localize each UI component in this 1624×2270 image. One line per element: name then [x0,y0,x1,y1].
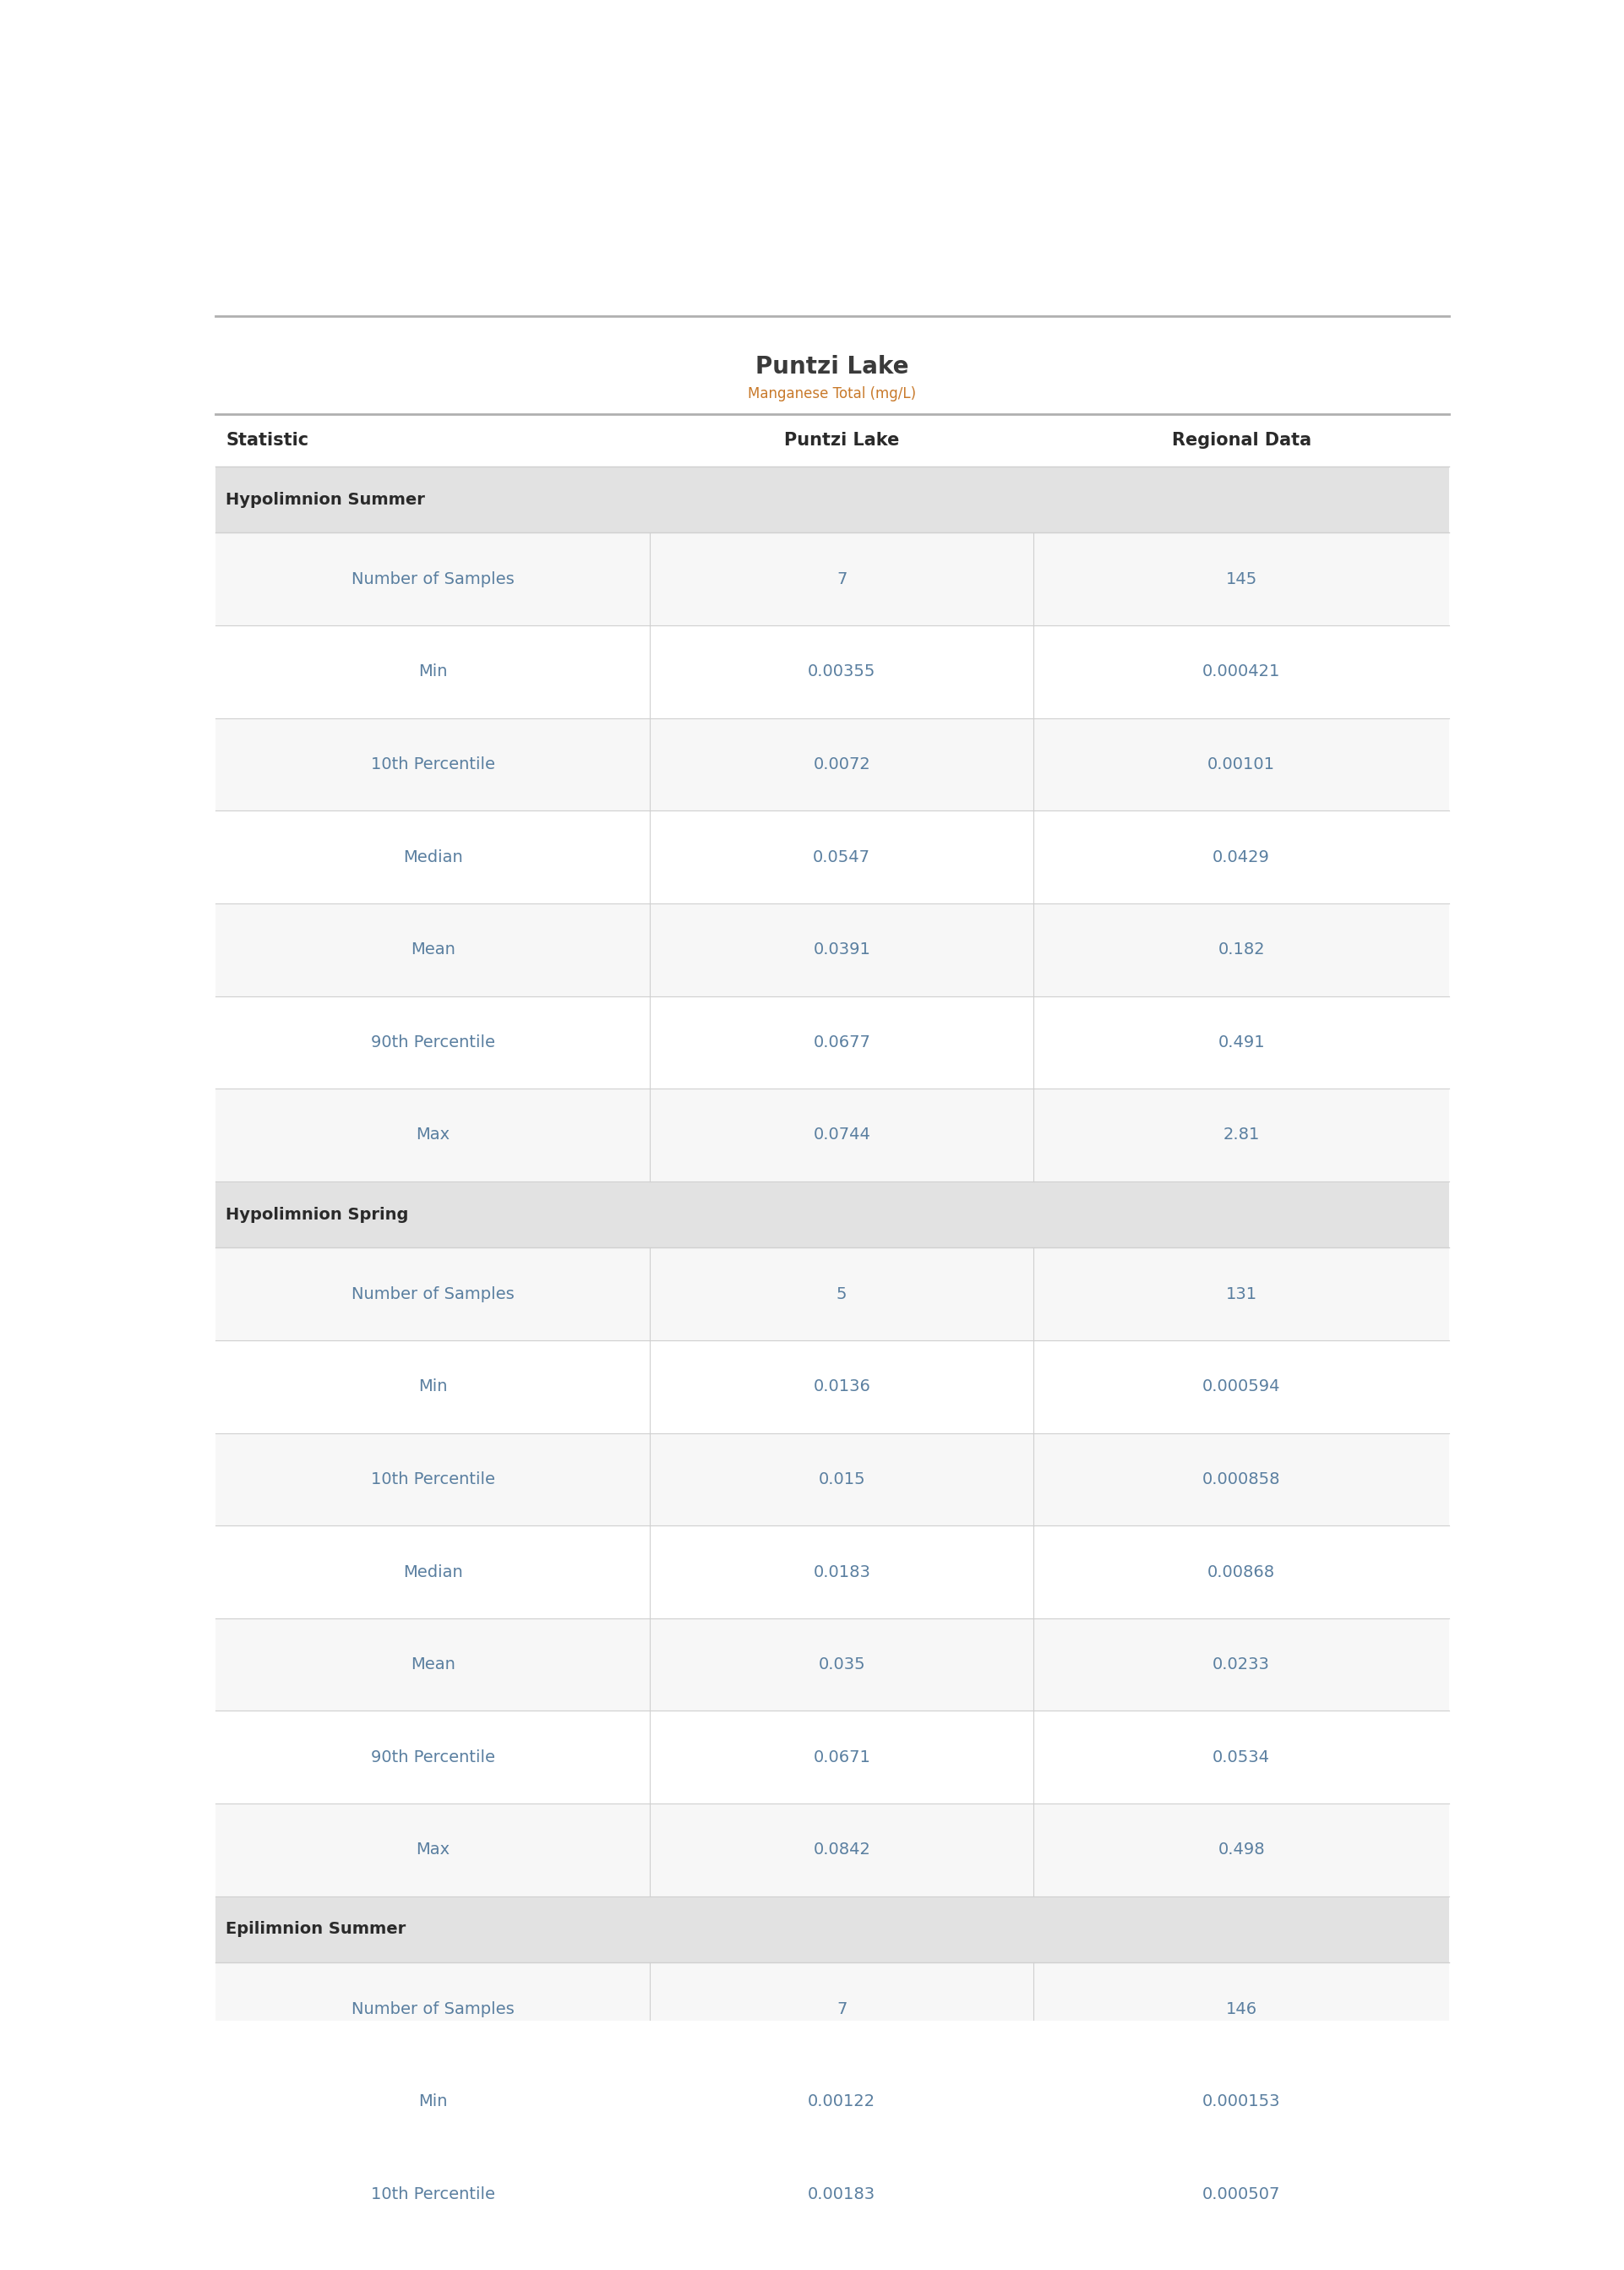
FancyBboxPatch shape [216,2240,1449,2270]
FancyBboxPatch shape [216,2054,1449,2147]
Text: Puntzi Lake: Puntzi Lake [755,354,909,379]
Text: 0.00122: 0.00122 [807,2093,875,2109]
FancyBboxPatch shape [216,1619,1449,1712]
Text: 0.0534: 0.0534 [1213,1750,1270,1766]
Text: 0.0136: 0.0136 [814,1378,870,1394]
Text: Min: Min [417,1378,447,1394]
Text: 5: 5 [836,1287,848,1303]
Text: Manganese Total (mg/L): Manganese Total (mg/L) [749,386,916,402]
FancyBboxPatch shape [216,1249,1449,1339]
Text: 0.000153: 0.000153 [1202,2093,1280,2109]
FancyBboxPatch shape [216,1712,1449,1805]
Text: Mean: Mean [411,942,455,958]
Text: Median: Median [403,1564,463,1580]
Text: 2.81: 2.81 [1223,1126,1260,1144]
Text: 0.035: 0.035 [818,1657,866,1673]
Text: 146: 146 [1226,2000,1257,2018]
Text: 0.00101: 0.00101 [1208,756,1275,772]
Text: Number of Samples: Number of Samples [351,572,515,588]
Text: Max: Max [416,1126,450,1144]
FancyBboxPatch shape [216,1090,1449,1180]
FancyBboxPatch shape [216,627,1449,717]
FancyBboxPatch shape [216,717,1449,810]
Text: 10th Percentile: 10th Percentile [370,756,495,772]
Text: 90th Percentile: 90th Percentile [370,1035,495,1051]
Text: 0.491: 0.491 [1218,1035,1265,1051]
Text: 0.0183: 0.0183 [814,1564,870,1580]
FancyBboxPatch shape [216,1895,1449,1964]
Text: 7: 7 [836,2000,848,2018]
FancyBboxPatch shape [216,1805,1449,1895]
Text: 0.0391: 0.0391 [814,942,870,958]
FancyBboxPatch shape [216,903,1449,997]
Text: Number of Samples: Number of Samples [351,1287,515,1303]
Text: 0.000507: 0.000507 [1202,2186,1280,2202]
Text: Number of Samples: Number of Samples [351,2000,515,2018]
Text: 0.182: 0.182 [1218,942,1265,958]
Text: 10th Percentile: 10th Percentile [370,2186,495,2202]
FancyBboxPatch shape [216,413,1449,465]
Text: Mean: Mean [411,1657,455,1673]
Text: 0.0233: 0.0233 [1213,1657,1270,1673]
Text: Min: Min [417,663,447,679]
Text: 7: 7 [836,572,848,588]
Text: 0.498: 0.498 [1218,1841,1265,1857]
FancyBboxPatch shape [216,1964,1449,2054]
FancyBboxPatch shape [216,533,1449,627]
Text: 0.0671: 0.0671 [814,1750,870,1766]
Text: Regional Data: Regional Data [1171,431,1311,449]
Text: 145: 145 [1226,572,1257,588]
Text: 0.0429: 0.0429 [1213,849,1270,865]
Text: 0.00868: 0.00868 [1208,1564,1275,1580]
Text: 10th Percentile: 10th Percentile [370,1471,495,1487]
Text: Hypolimnion Spring: Hypolimnion Spring [226,1205,409,1224]
Text: 0.00355: 0.00355 [807,663,875,679]
Text: 0.000594: 0.000594 [1202,1378,1280,1394]
Text: Max: Max [416,1841,450,1857]
Text: Epilimnion Summer: Epilimnion Summer [226,1920,406,1936]
Text: 0.00183: 0.00183 [807,2186,875,2202]
Text: 0.015: 0.015 [818,1471,866,1487]
Text: 0.0072: 0.0072 [814,756,870,772]
Text: Min: Min [417,2093,447,2109]
Text: Puntzi Lake: Puntzi Lake [784,431,900,449]
FancyBboxPatch shape [216,465,1449,533]
Text: 0.0677: 0.0677 [814,1035,870,1051]
FancyBboxPatch shape [216,997,1449,1090]
Text: 0.0744: 0.0744 [814,1126,870,1144]
FancyBboxPatch shape [216,810,1449,903]
Text: 0.0842: 0.0842 [814,1841,870,1857]
FancyBboxPatch shape [216,1432,1449,1525]
FancyBboxPatch shape [216,1525,1449,1619]
FancyBboxPatch shape [216,1180,1449,1249]
Text: 0.0547: 0.0547 [814,849,870,865]
Text: Statistic: Statistic [226,431,309,449]
Text: 0.000858: 0.000858 [1202,1471,1280,1487]
FancyBboxPatch shape [216,2147,1449,2240]
Text: 90th Percentile: 90th Percentile [370,1750,495,1766]
Text: 0.000421: 0.000421 [1202,663,1280,679]
Text: Hypolimnion Summer: Hypolimnion Summer [226,493,425,508]
FancyBboxPatch shape [216,1339,1449,1432]
Text: Median: Median [403,849,463,865]
Text: 131: 131 [1226,1287,1257,1303]
